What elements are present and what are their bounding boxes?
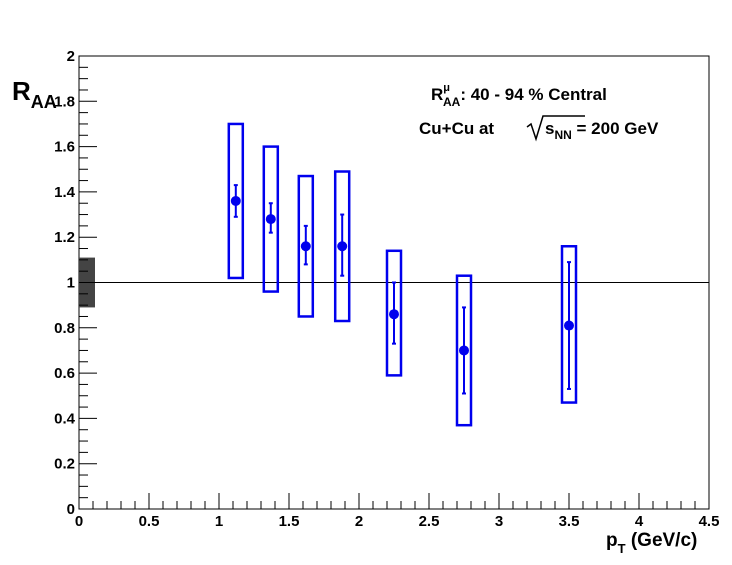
sqrt-symbol — [526, 115, 585, 142]
annotation-centrality-text: : 40 - 94 % Central — [460, 85, 606, 104]
y-tick-label: 0 — [67, 501, 75, 518]
x-tick-label: 2 — [355, 513, 363, 530]
y-axis-label-main: R — [12, 76, 31, 106]
annotation-raa-centrality: Rμ AA: 40 - 94 % Central — [431, 82, 607, 109]
systematic-box — [227, 122, 245, 280]
y-axis-label: RAA — [12, 76, 57, 112]
x-tick-label: 3.5 — [559, 513, 580, 530]
y-tick-label: 0.8 — [54, 320, 75, 337]
x-axis-label-main: p — [606, 530, 618, 551]
x-axis-label-unit: (GeV/c) — [626, 530, 698, 551]
data-point — [459, 345, 469, 356]
annotation-system-text: Cu+Cu at — [419, 119, 494, 138]
y-tick-label: 1.8 — [54, 93, 75, 110]
y-axis-label-sub: AA — [31, 92, 57, 112]
x-tick-label: 4 — [635, 513, 644, 530]
x-tick-label: 0 — [75, 513, 83, 530]
x-tick-label: 1.5 — [279, 513, 300, 530]
data-point — [300, 241, 311, 252]
y-axis-ticks: 0 0.2 0.4 0.6 0.8 1 1.2 1.4 1.6 1.8 2 — [54, 48, 97, 518]
annotation-energy-value: = 200 GeV — [572, 119, 659, 138]
annotation-system: Cu+Cu at — [419, 119, 494, 138]
data-point — [337, 241, 348, 252]
x-axis-ticks: 0 0.5 1 1.5 2 2.5 3 3.5 4 4.5 — [75, 493, 720, 530]
x-tick-label: 0.5 — [139, 513, 160, 530]
x-tick-label: 4.5 — [699, 513, 720, 530]
y-tick-label: 1.4 — [54, 184, 76, 201]
data-point — [564, 320, 574, 331]
systematic-box — [455, 274, 473, 427]
data-point — [265, 214, 276, 225]
y-tick-label: 0.4 — [54, 410, 76, 427]
systematic-box — [262, 145, 280, 293]
y-tick-label: 1 — [67, 275, 75, 292]
annotation-nn-sub: NN — [554, 128, 571, 142]
annotation-mu-sup: μ — [443, 82, 450, 94]
systematic-box — [333, 170, 351, 323]
y-tick-label: 2 — [67, 48, 75, 65]
y-tick-label: 0.2 — [54, 456, 75, 473]
data-marks — [227, 122, 578, 427]
data-point — [389, 309, 399, 320]
systematic-box — [560, 245, 578, 404]
annotation-s: s — [545, 119, 554, 138]
y-tick-label: 1.2 — [54, 229, 75, 246]
annotation-aa-sub: AA — [443, 95, 461, 109]
systematic-box — [297, 174, 315, 318]
y-tick-label: 0.6 — [54, 365, 75, 382]
systematic-box — [385, 249, 403, 377]
data-point — [230, 195, 241, 206]
x-tick-label: 3 — [495, 513, 503, 530]
x-tick-label: 1 — [215, 513, 223, 530]
x-axis-label: pT (GeV/c) — [606, 530, 697, 556]
annotation-energy: sNN = 200 GeV — [545, 119, 659, 142]
x-axis-label-sub: T — [618, 541, 626, 556]
x-tick-label: 2.5 — [419, 513, 440, 530]
annotation-r: R — [431, 85, 443, 104]
y-tick-label: 1.6 — [54, 139, 75, 156]
